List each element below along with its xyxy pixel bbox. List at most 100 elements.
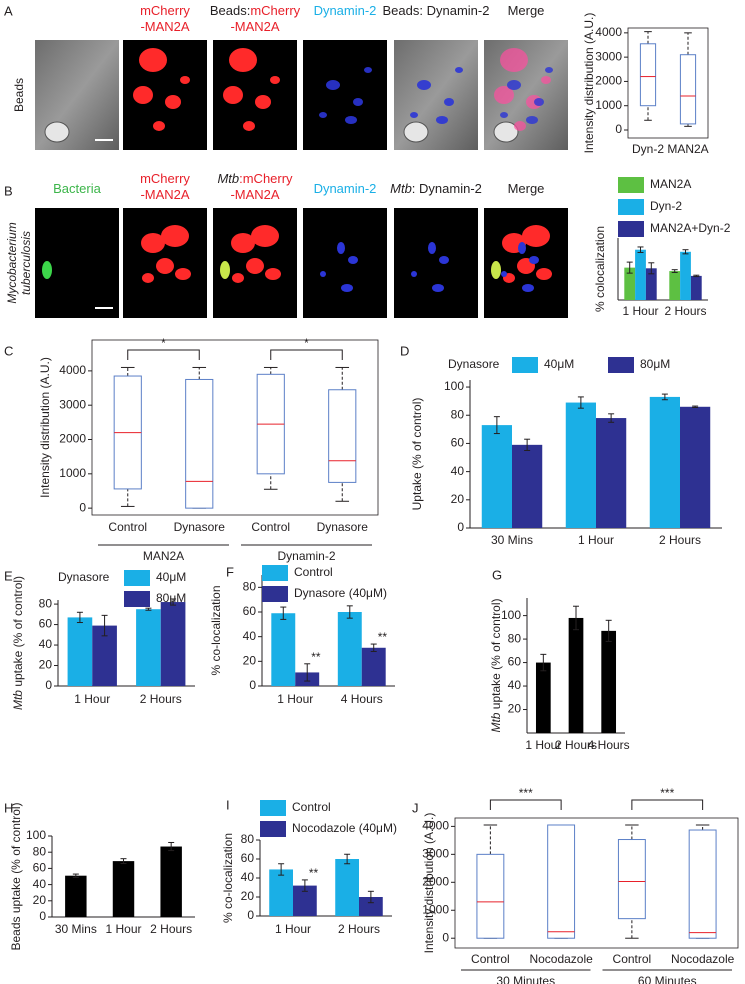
y-tick-label: 40 xyxy=(243,629,257,643)
x-tick-label: Control xyxy=(613,952,652,966)
y-tick-label: 60 xyxy=(451,436,465,450)
y-tick-label: 60 xyxy=(508,655,522,669)
fluorescence-spot xyxy=(142,273,154,283)
fluorescence-spot xyxy=(255,95,271,109)
bar xyxy=(112,861,135,917)
x-tick-label: 2 Hours xyxy=(664,304,706,318)
legend-title: Dynasore xyxy=(58,570,110,584)
row-label: tuberculosis xyxy=(19,231,33,295)
legend-label: 80μM xyxy=(640,357,670,371)
text-segment: : Dynamin-2 xyxy=(412,181,482,196)
text-segment: Bacteria xyxy=(53,181,101,196)
bar xyxy=(160,602,186,686)
y-tick-label: 60 xyxy=(243,604,257,618)
y-tick-label: 60 xyxy=(39,617,53,631)
legend-swatch xyxy=(608,357,634,373)
y-tick-label: 80 xyxy=(451,407,465,421)
plot-frame xyxy=(454,817,739,949)
x-tick-label: 1 Hour xyxy=(525,738,561,752)
text-segment: -MAN2A xyxy=(230,187,279,202)
panel-label: I xyxy=(226,797,230,812)
y-tick-label: 20 xyxy=(33,893,47,907)
fluorescence-spot xyxy=(42,261,52,279)
panel-label: J xyxy=(412,800,419,815)
text-segment: uptake (% of control) xyxy=(489,598,503,712)
fluorescence-spot xyxy=(139,48,167,72)
legend-swatch xyxy=(260,821,286,837)
text-segment: tuberculosis xyxy=(19,231,33,295)
text-segment: Mycobacterium xyxy=(5,222,19,303)
fluorescence-spot xyxy=(320,271,326,277)
y-tick-label: 60 xyxy=(241,851,255,865)
panel-label: G xyxy=(492,567,502,582)
y-axis-label: Beads uptake (% of control) xyxy=(9,802,23,950)
legend-swatch xyxy=(124,591,150,607)
fluorescence-spot xyxy=(518,242,526,254)
bar xyxy=(601,630,617,733)
y-tick-label: 100 xyxy=(444,379,464,393)
legend-label: Control xyxy=(292,800,331,814)
box xyxy=(679,54,697,125)
text-segment: Mtb xyxy=(217,171,239,186)
y-axis-label: Intensity distribution (A.U.) xyxy=(422,813,436,954)
panel-label: H xyxy=(4,800,13,815)
y-tick-label: 100 xyxy=(501,608,521,622)
image-header: Bacteria xyxy=(53,181,101,196)
x-tick-label: 1 Hour xyxy=(105,922,141,936)
bar xyxy=(649,396,680,528)
y-tick-label: 40 xyxy=(39,637,53,651)
significance-label: *** xyxy=(660,786,674,800)
bar xyxy=(335,859,359,916)
y-tick-label: 20 xyxy=(508,702,522,716)
panel-label: F xyxy=(226,564,234,579)
y-tick-label: 1000 xyxy=(59,466,86,480)
y-tick-label: 4000 xyxy=(595,25,622,39)
significance-label: *** xyxy=(519,786,533,800)
x-tick-label: 2 Hours xyxy=(140,692,182,706)
y-tick-label: 0 xyxy=(79,500,86,514)
text-segment: Mtb xyxy=(390,181,412,196)
fluorescence-spot xyxy=(326,80,340,90)
legend-swatch xyxy=(618,221,644,237)
box xyxy=(617,839,646,920)
fluorescence-spot xyxy=(545,67,553,73)
x-tick-label: 30 Mins xyxy=(491,533,533,547)
significance-label: * xyxy=(161,336,166,350)
x-tick-label: Control xyxy=(251,520,290,534)
fluorescence-spot xyxy=(251,225,279,247)
fluorescence-spot xyxy=(494,86,514,104)
y-tick-label: 1000 xyxy=(595,98,622,112)
panel-label: B xyxy=(4,183,13,198)
y-tick-label: 2000 xyxy=(59,432,86,446)
x-tick-label: 2 Hours xyxy=(555,738,597,752)
fluorescence-spot xyxy=(410,112,418,118)
x-tick-label: 1 Hour xyxy=(622,304,658,318)
y-tick-label: 80 xyxy=(33,844,47,858)
y-axis-label: Mtb uptake (% of control) xyxy=(489,598,503,732)
panel-label: C xyxy=(4,343,13,358)
significance-label: ** xyxy=(378,630,388,644)
legend-label: Nocodazole (40μM) xyxy=(292,821,397,835)
x-tick-label: 2 Hours xyxy=(150,922,192,936)
image-header: mCherry xyxy=(140,3,190,18)
group-label: Dynamin-2 xyxy=(277,549,335,563)
bar xyxy=(269,869,293,916)
y-tick-label: 0 xyxy=(39,909,46,923)
bar xyxy=(481,425,512,528)
y-tick-label: 3000 xyxy=(422,847,449,861)
image-header: Beads: Dynamin-2 xyxy=(383,3,490,18)
fluorescence-spot xyxy=(432,284,444,292)
row-label: Mycobacterium xyxy=(5,222,19,303)
legend-swatch xyxy=(124,570,150,586)
x-tick-label: MAN2A xyxy=(667,142,708,156)
text-segment: Dynamin-2 xyxy=(314,3,377,18)
fluorescence-spot xyxy=(133,86,153,104)
x-tick-label: 2 Hours xyxy=(338,922,380,936)
significance-label: * xyxy=(304,336,309,350)
fluorescence-spot xyxy=(444,98,454,106)
bar xyxy=(65,875,87,917)
box xyxy=(185,378,214,509)
y-tick-label: 4000 xyxy=(422,819,449,833)
y-tick-label: 100 xyxy=(26,828,46,842)
